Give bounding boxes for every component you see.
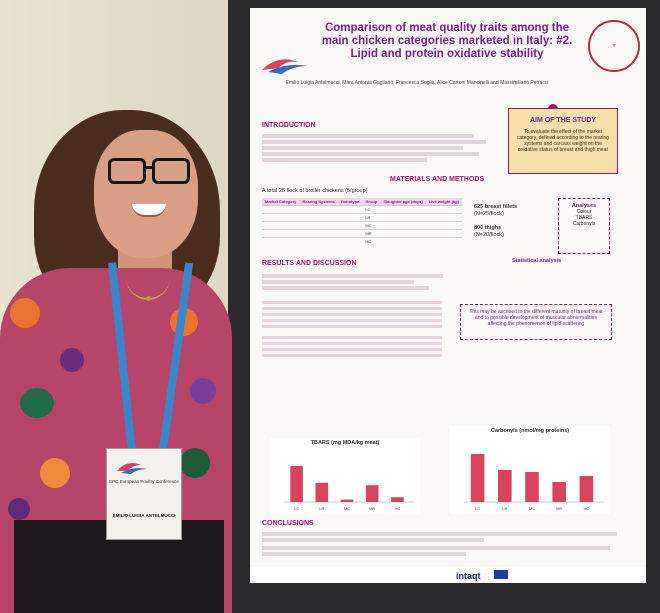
smile	[132, 204, 166, 217]
poster-authors: Emilio Luigia Antelmucci, Mara Antonia G…	[285, 80, 549, 86]
table-header: Live weight (kg)	[425, 198, 462, 206]
results-text	[262, 272, 452, 292]
flock-table: Market Category Rearing Systems Genotype…	[262, 198, 462, 245]
note-box: This may be ascribed to the different ma…	[460, 304, 612, 340]
section-materials: MATERIALS AND METHODS	[390, 176, 485, 183]
tick-label: LR	[502, 506, 507, 511]
section-introduction: INTRODUCTION	[262, 122, 316, 129]
breast-fillets: 625 breast fillets (N=25/flock) 800 thigh…	[474, 204, 518, 238]
eu-flag-icon	[494, 570, 508, 579]
carbonyls-chart: Carbonyls (nmol/mg proteins) LC LR MC MR HC	[450, 426, 610, 514]
name-badge: EPC European Poultry Conference EMILIO L…	[106, 448, 182, 540]
table-row: LR	[262, 213, 462, 222]
tick-label: MR	[556, 506, 562, 511]
tick-label: LC	[475, 506, 480, 511]
section-conclusions: CONCLUSIONS	[262, 520, 314, 527]
pendant-icon	[146, 296, 151, 301]
section-results: RESULTS AND DISCUSSION	[262, 260, 357, 267]
poster-title: Comparison of meat quality traits among …	[321, 22, 573, 60]
aim-box: AIM OF THE STUDY To evaluate the effect …	[508, 108, 618, 174]
chart-bar	[525, 472, 539, 502]
poster: Comparison of meat quality traits among …	[250, 8, 646, 583]
chart-bar	[579, 476, 594, 502]
chart-bar	[365, 485, 379, 502]
table-header: Group	[362, 198, 381, 206]
badge-name: EMILIO LUIGIA ANTELMUCCI	[112, 513, 176, 518]
aim-text: To evaluate the effect of the market cat…	[517, 129, 609, 153]
table-row: HC	[262, 237, 462, 245]
table-header: Genotype	[337, 198, 363, 206]
conference-logo	[258, 52, 314, 78]
chart-bar	[498, 470, 512, 502]
chart-bar	[340, 499, 354, 502]
conclusions-text	[262, 530, 632, 558]
university-seal-icon: ⚜	[588, 20, 640, 72]
intro-text	[262, 132, 498, 164]
carbonyls-chart-svg: LC LR MC MR HC	[464, 454, 604, 511]
chart-bar	[290, 466, 303, 502]
tick-label: HC	[584, 506, 590, 511]
tick-label: MC	[344, 506, 350, 511]
tick-label: LR	[319, 506, 324, 511]
poster-footer: intaqt	[250, 567, 646, 583]
glasses-icon	[108, 158, 146, 184]
aim-title: AIM OF THE STUDY	[529, 117, 597, 124]
flock-line: A total 25 flock of broiler chickens (5/…	[262, 188, 368, 194]
badge-conference: EPC European Poultry Conference	[109, 479, 179, 484]
glasses-icon	[152, 158, 190, 184]
chart-title: Carbonyls (nmol/mg proteins)	[490, 428, 570, 434]
table-row: MR	[262, 229, 462, 238]
table-header: Slaughter age (days)	[380, 198, 426, 206]
chart-bar	[315, 482, 329, 502]
table-row: MC	[262, 221, 462, 230]
table-header: Market Category	[262, 198, 300, 206]
chart-bar	[470, 454, 485, 502]
statistical-analysis-title: Statistical analysis	[512, 258, 562, 264]
glasses-bridge	[143, 166, 153, 169]
tick-label: LC	[294, 506, 299, 511]
table-header: Rearing Systems	[299, 198, 338, 206]
chart-bar	[552, 482, 566, 502]
tbars-chart-svg: LC LR MC MR HC	[284, 466, 414, 511]
chart-bar	[391, 497, 404, 502]
tick-label: MC	[529, 506, 535, 511]
tick-label: HC	[395, 506, 401, 511]
tbars-chart: TBARS (mg MDA/kg meat) LC LR MC MR HC	[270, 438, 420, 514]
analyses-box: Analyses Colour TBARS Carbonyls	[558, 198, 610, 254]
intaqt-logo: intaqt	[456, 571, 481, 581]
face	[94, 130, 198, 258]
table-row: LC	[262, 205, 462, 214]
conference-logo	[115, 459, 149, 475]
tick-label: MR	[369, 506, 375, 511]
chart-title: TBARS (mg MDA/kg meat)	[310, 440, 380, 446]
results-tables	[262, 298, 442, 398]
